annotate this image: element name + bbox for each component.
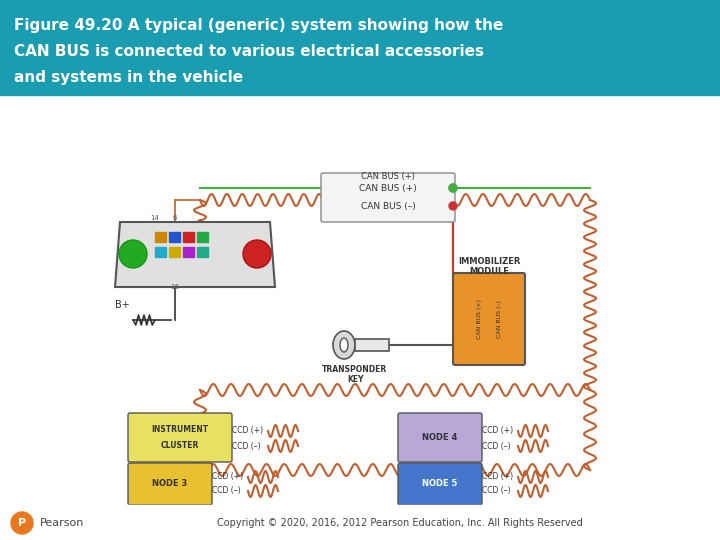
Text: B+: B+ xyxy=(115,300,130,310)
Circle shape xyxy=(119,240,147,268)
Text: CAN BUS is connected to various electrical accessories: CAN BUS is connected to various electric… xyxy=(14,44,484,59)
Text: CCD (+): CCD (+) xyxy=(482,472,513,482)
Bar xyxy=(197,232,208,242)
Text: NODE 5: NODE 5 xyxy=(423,480,458,489)
Bar xyxy=(155,247,166,257)
Text: CCD (+): CCD (+) xyxy=(232,427,263,435)
FancyBboxPatch shape xyxy=(453,273,525,365)
Bar xyxy=(355,339,389,351)
Text: CAN BUS (–): CAN BUS (–) xyxy=(497,300,502,338)
Text: Figure 49.20 A typical (generic) system showing how the: Figure 49.20 A typical (generic) system … xyxy=(14,18,503,33)
Text: 6: 6 xyxy=(173,215,177,221)
Text: 14: 14 xyxy=(150,215,159,221)
Bar xyxy=(0,0,720,95)
Text: CCD (–): CCD (–) xyxy=(232,442,261,450)
Text: CCD (+): CCD (+) xyxy=(482,427,513,435)
Text: CLUSTER: CLUSTER xyxy=(161,441,199,449)
Text: IMMOBILIZER: IMMOBILIZER xyxy=(458,256,520,266)
Circle shape xyxy=(11,512,33,534)
Circle shape xyxy=(449,184,457,192)
Bar xyxy=(183,247,194,257)
Text: KEY: KEY xyxy=(347,375,364,383)
Text: CCD (–): CCD (–) xyxy=(212,487,240,496)
Polygon shape xyxy=(115,222,275,287)
Bar xyxy=(183,232,194,242)
Text: MODULE: MODULE xyxy=(469,267,509,275)
Text: 16: 16 xyxy=(171,284,179,290)
Text: CCD (+): CCD (+) xyxy=(212,472,243,482)
Text: INSTRUMENT: INSTRUMENT xyxy=(151,426,209,435)
Text: P: P xyxy=(18,518,26,528)
Circle shape xyxy=(243,240,271,268)
FancyBboxPatch shape xyxy=(398,463,482,505)
Text: NODE 3: NODE 3 xyxy=(153,480,188,489)
Bar xyxy=(0,505,720,540)
Text: CAN BUS (–): CAN BUS (–) xyxy=(361,201,415,211)
FancyBboxPatch shape xyxy=(398,413,482,462)
Ellipse shape xyxy=(333,331,355,359)
Text: CAN BUS (+): CAN BUS (+) xyxy=(477,299,482,339)
Circle shape xyxy=(449,184,457,192)
Text: Copyright © 2020, 2016, 2012 Pearson Education, Inc. All Rights Reserved: Copyright © 2020, 2016, 2012 Pearson Edu… xyxy=(217,518,583,528)
Circle shape xyxy=(449,202,457,210)
Text: NODE 4: NODE 4 xyxy=(423,433,458,442)
Text: CCD (–): CCD (–) xyxy=(482,487,510,496)
Ellipse shape xyxy=(340,338,348,352)
FancyBboxPatch shape xyxy=(128,463,212,505)
Bar xyxy=(197,247,208,257)
Text: Pearson: Pearson xyxy=(40,518,84,528)
Bar xyxy=(155,232,166,242)
FancyBboxPatch shape xyxy=(128,413,232,462)
Text: CAN BUS (+): CAN BUS (+) xyxy=(359,184,417,192)
Bar xyxy=(169,247,180,257)
FancyBboxPatch shape xyxy=(321,173,455,222)
Text: TRANSPONDER: TRANSPONDER xyxy=(323,364,387,374)
Bar xyxy=(169,232,180,242)
Text: CAN BUS (+): CAN BUS (+) xyxy=(361,172,415,180)
Text: and systems in the vehicle: and systems in the vehicle xyxy=(14,70,243,85)
Text: CCD (–): CCD (–) xyxy=(482,442,510,450)
